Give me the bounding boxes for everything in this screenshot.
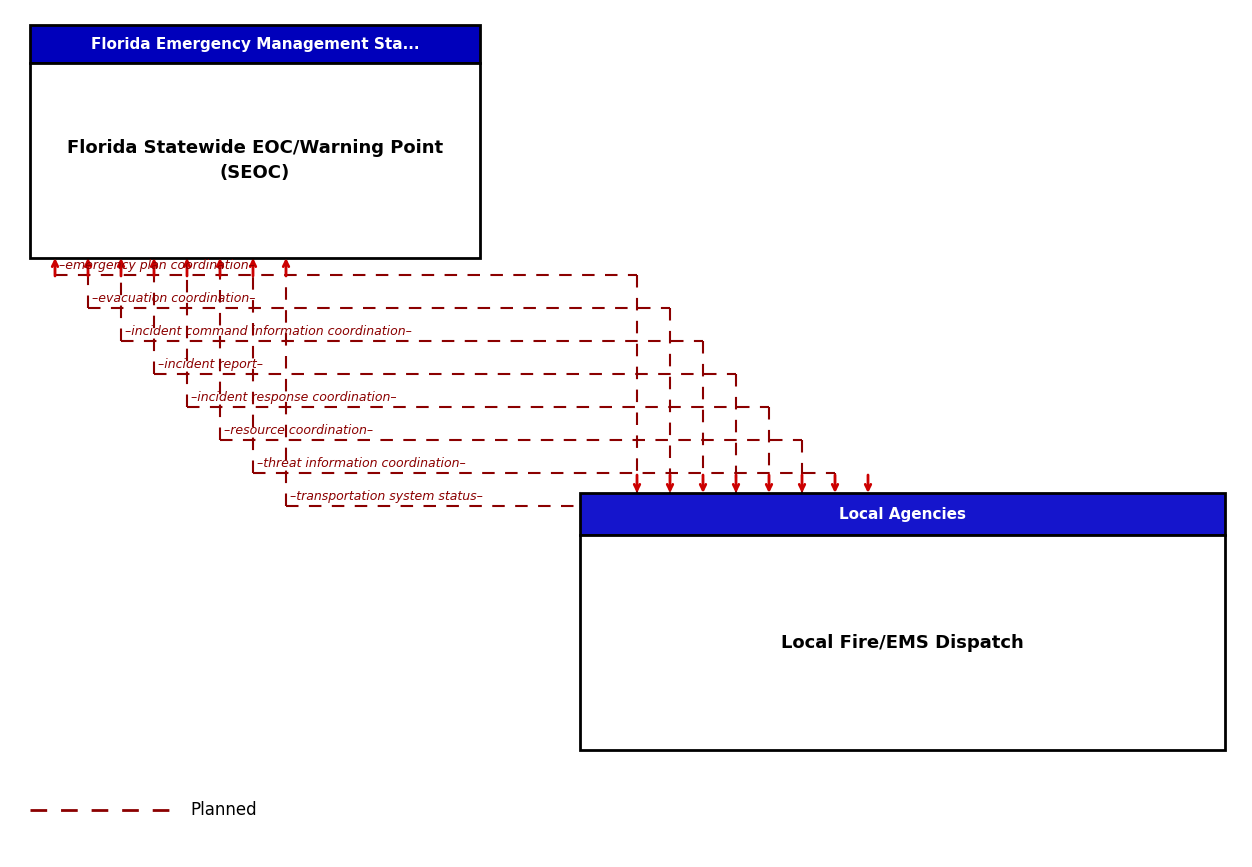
Text: –incident command information coordination–: –incident command information coordinati… (125, 325, 412, 338)
Bar (30, 25, 480, 63)
Text: Local Fire/EMS Dispatch: Local Fire/EMS Dispatch (781, 634, 1024, 651)
Text: –incident report–: –incident report– (158, 358, 263, 371)
Text: –transportation system status–: –transportation system status– (290, 490, 483, 503)
Text: Planned: Planned (190, 801, 257, 819)
Text: –resource coordination–: –resource coordination– (224, 424, 373, 437)
Text: Florida Emergency Management Sta...: Florida Emergency Management Sta... (90, 36, 419, 51)
Text: –threat information coordination–: –threat information coordination– (257, 457, 466, 470)
Text: Florida Statewide EOC/Warning Point
(SEOC): Florida Statewide EOC/Warning Point (SEO… (66, 139, 443, 182)
Bar (30, 63, 480, 258)
Bar (580, 493, 1224, 535)
Text: –evacuation coordination–: –evacuation coordination– (91, 292, 255, 305)
Text: –incident response coordination–: –incident response coordination– (192, 391, 397, 404)
Bar (580, 535, 1224, 750)
Text: –emergency plan coordination–: –emergency plan coordination– (59, 259, 255, 272)
Text: Local Agencies: Local Agencies (839, 506, 967, 521)
